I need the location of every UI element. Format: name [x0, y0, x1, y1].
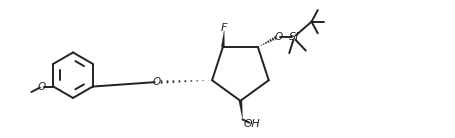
Text: O: O	[38, 82, 46, 92]
Text: Si: Si	[288, 32, 298, 42]
Text: OH: OH	[243, 119, 259, 129]
Text: O: O	[152, 77, 160, 87]
Text: F: F	[221, 23, 227, 33]
Text: O: O	[274, 32, 282, 42]
Polygon shape	[221, 30, 224, 47]
Polygon shape	[238, 101, 242, 119]
